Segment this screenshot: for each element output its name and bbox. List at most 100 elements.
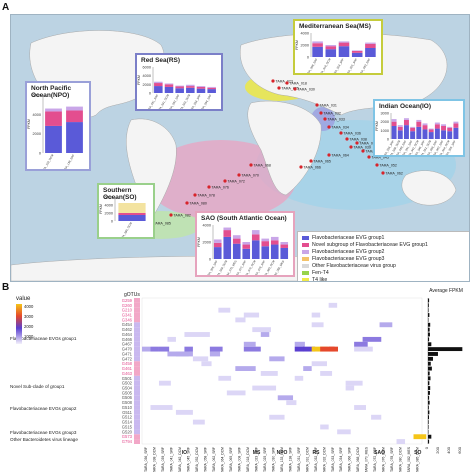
heatmap-cell [226,390,246,396]
gotu-label: G462 [122,327,133,332]
heatmap-cell [235,317,246,323]
station-label: TARA_080 [190,202,207,206]
inset-tick-label: 4000 [203,224,211,228]
side-bar [428,395,430,400]
side-bar [428,313,430,317]
station-label: TARA_064_DCM [220,447,224,472]
heatmap-cell [201,361,212,367]
station-label: TARA_025_SRF [263,447,267,472]
side-bar [428,298,430,303]
gotu-label: G510 [122,405,133,410]
inset-bar [186,84,195,87]
inset-tick-label: 0 [149,92,151,96]
inset-bar [453,127,459,139]
inset-bar [447,131,453,139]
region-label: SAO [374,450,385,456]
inset-chart: 6000 4000 2000 0 FPKM TARA_085_DCM [99,196,146,237]
station-label: TARA_072 [228,180,245,184]
station-label: TARA_036_SRF [144,447,148,472]
legend-swatch [302,277,309,281]
heatmap-cell [354,341,368,347]
side-bar [428,400,430,405]
inset-bar [261,241,270,247]
gotu-group-bar [134,414,140,420]
inset-bar [242,248,251,259]
heatmap-cell [142,346,151,352]
station-dot [319,111,323,115]
legend-item: Flavobacteriaceae EVG group1 [302,235,384,241]
station-label: TARA_064 [332,154,349,158]
legend-swatch [302,249,309,254]
station-label: TARA_068_DCM [356,447,360,472]
gotu-group-bar [134,375,140,381]
gotu-group-bar [134,356,140,362]
legend-swatch [302,256,309,261]
inset-bar [453,121,459,124]
gotu-group-bar [134,434,140,440]
inset-bar [351,52,363,57]
inset-bar [441,124,447,126]
colorbar-tick: 2000 [24,324,34,329]
inset-bar [434,124,440,129]
inset-tick-label: 2000 [143,83,151,87]
station-label: TARA_031_DCM [305,447,309,472]
gotu-group-bar [134,312,140,318]
inset-bar [428,128,434,130]
group-label: Flavobacteriaceae EVGs group2 [10,406,77,411]
inset-bar [164,84,174,87]
panel-letter-a: A [2,2,10,13]
legend-label: Flavobacteriaceae EVG group2 [312,249,385,255]
gotu-group-bar [134,351,140,357]
station-label: TARA_085_DCM [416,447,420,472]
region-label: SO [414,450,421,456]
heatmap-cell [218,307,231,313]
panel-letter-b: B [2,282,10,293]
gotu-group-bar [134,380,140,386]
inset-bar [351,51,363,53]
station-label: TARA_082_MES [407,446,411,472]
colorbar-tick: 4000 [24,304,34,309]
inset-tick-label: 2000 [33,132,41,136]
gotu-label: G466 [122,337,133,342]
inset-bar [351,50,363,51]
heatmap-cell [303,346,316,352]
station-label: TARA_078 [198,194,215,198]
group-label: Flavobacteriaceae EVGs group3 [10,430,77,435]
gotu-group-bar [134,405,140,410]
station-label: TARA_033 [328,118,345,122]
station-label: TARA_070_MES [365,446,369,472]
gotu-group-bar [134,302,140,308]
side-bar [428,327,430,332]
colorbar-tick: 3000 [24,314,34,319]
legend-swatch [302,263,309,268]
gotu-label: G515 [122,424,133,429]
heatmap-cell [150,405,173,410]
station-label: TARA_023 [276,80,293,84]
heatmap-cell [345,380,363,386]
station-dot [367,155,371,159]
inset-bar [213,242,222,248]
inset-bar [186,87,195,93]
gotu-group-bar [134,327,140,333]
inset-station-label: TARA_031_SRF [145,93,159,109]
inset-bar [338,42,350,47]
inset-bar [403,118,409,120]
inset-bar [45,125,62,153]
inset-bar [391,121,397,126]
inset-bar [447,127,453,132]
station-label: TARA_008_SRF [237,447,241,472]
legend-label: T4 like [312,277,328,282]
inset-tick-label: 4000 [105,204,113,208]
inset-bar [213,239,222,243]
heatmap-cell [158,380,171,386]
legend-label: Flavobacteriaceae EVG group3 [312,256,385,262]
inset-bar [434,128,440,139]
inset-bar [223,230,232,237]
side-bar [428,303,429,308]
legend-item: Other Flavobacteriaceae virus group [302,263,396,269]
station-dot [327,153,331,157]
station-label: TARA_070 [242,174,259,178]
side-tick: 400 [446,446,451,453]
heatmap-cell [311,346,328,352]
